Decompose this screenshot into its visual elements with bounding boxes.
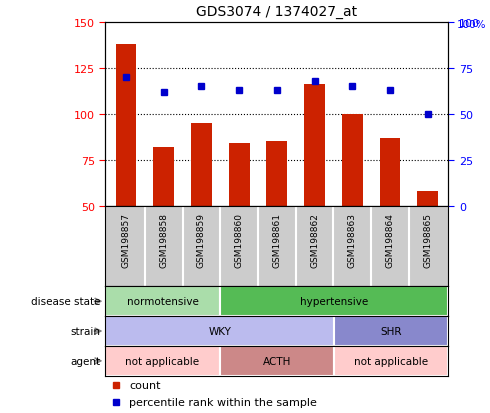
Bar: [105, 316, 334, 346]
Text: GSM198862: GSM198862: [310, 213, 319, 267]
Text: GSM198864: GSM198864: [386, 213, 394, 267]
Text: not applicable: not applicable: [125, 356, 199, 366]
Text: ACTH: ACTH: [263, 356, 291, 366]
Text: GSM198865: GSM198865: [423, 213, 432, 267]
Text: strain: strain: [71, 326, 100, 336]
Bar: [267, 142, 287, 206]
Bar: [229, 144, 249, 206]
Bar: [304, 85, 325, 206]
Bar: [334, 346, 448, 376]
Text: hypertensive: hypertensive: [300, 297, 368, 306]
Text: GSM198859: GSM198859: [197, 213, 206, 267]
Text: SHR: SHR: [380, 326, 402, 336]
Bar: [417, 191, 438, 206]
Bar: [105, 346, 220, 376]
Text: count: count: [129, 380, 161, 389]
Text: disease state: disease state: [31, 297, 100, 306]
Bar: [105, 287, 220, 316]
Text: agent: agent: [71, 356, 100, 366]
Bar: [220, 287, 448, 316]
Text: GSM198863: GSM198863: [348, 213, 357, 267]
Text: not applicable: not applicable: [354, 356, 428, 366]
Text: GSM198861: GSM198861: [272, 213, 281, 267]
Text: 100%: 100%: [457, 20, 486, 30]
Text: GSM198860: GSM198860: [235, 213, 244, 267]
Bar: [153, 147, 174, 206]
Title: GDS3074 / 1374027_at: GDS3074 / 1374027_at: [196, 5, 357, 19]
Text: GSM198858: GSM198858: [159, 213, 168, 267]
Text: percentile rank within the sample: percentile rank within the sample: [129, 397, 317, 407]
Bar: [116, 45, 136, 206]
Text: WKY: WKY: [208, 326, 231, 336]
Bar: [220, 346, 334, 376]
Bar: [334, 316, 448, 346]
Bar: [380, 138, 400, 206]
Text: normotensive: normotensive: [126, 297, 198, 306]
Bar: [191, 123, 212, 206]
Text: GSM198857: GSM198857: [122, 213, 130, 267]
Bar: [342, 114, 363, 206]
